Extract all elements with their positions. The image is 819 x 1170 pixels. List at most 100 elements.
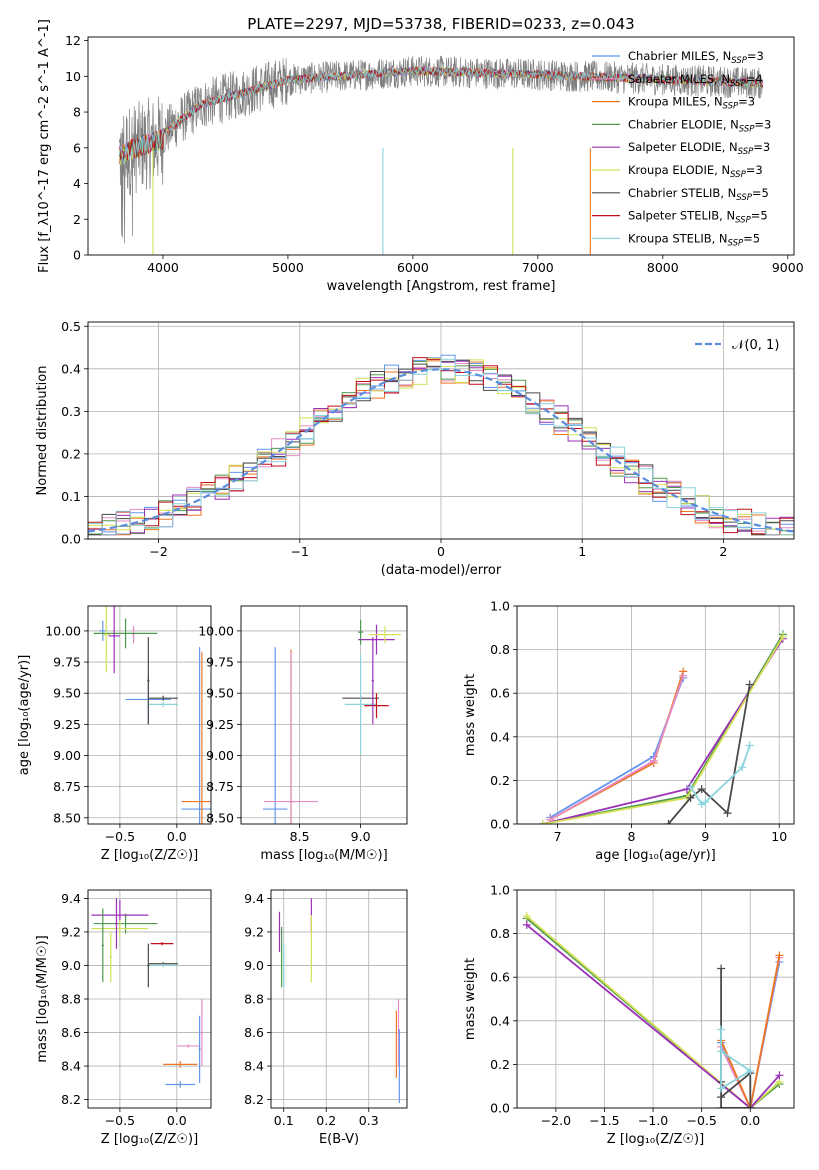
age-vs-z-ytick-label: 10.00 — [45, 623, 81, 638]
legend-label-subscript: SSP — [731, 56, 747, 66]
mass-vs-ebv-ytick-label: 8.6 — [244, 1025, 264, 1040]
legend-label-text: Kroupa STELIB, N — [628, 231, 728, 245]
spectrum-lines — [118, 55, 763, 255]
age-vs-z-ytick-label: 9.75 — [53, 655, 81, 670]
residual-hist-steps — [88, 354, 794, 536]
massweight-vs-z-xtick-label: −1.0 — [638, 1113, 668, 1128]
massweight-vs-z-marker-kroupa_elodie — [522, 912, 531, 921]
residual-hist-ytick-label: 0.3 — [61, 404, 81, 419]
spectrum-title: PLATE=2297, MJD=53738, FIBERID=0233, z=0… — [247, 15, 634, 33]
residual-hist-ytick-label: 0.0 — [61, 532, 81, 547]
mass-vs-ebv-errorbars — [278, 898, 400, 1103]
residual-hist-xtick-label: −2 — [149, 544, 167, 559]
massweight-vs-z-ytick-label: 0.4 — [490, 1013, 510, 1028]
massweight-vs-z-marker-chabrier_stelib — [746, 1104, 755, 1108]
age-vs-z-xlabel: Z [log₁₀(Z/Z☉)] — [101, 848, 198, 863]
age-vs-z-errorbars — [93, 606, 211, 824]
spectrum-ytick-label: 10 — [65, 69, 81, 84]
massweight-vs-age-marker-kroupa_stelib — [686, 782, 695, 791]
legend-label-salpeter_elodie: Salpeter ELODIE, NSSP=3 — [628, 140, 770, 157]
massweight-vs-age-ytick-label: 0.0 — [490, 817, 510, 832]
age-vs-z-xtick-label: −0.5 — [105, 829, 135, 844]
massweight-vs-z-xtick-label: −1.5 — [589, 1113, 619, 1128]
mass-vs-z-xtick-label: 0.0 — [167, 1113, 187, 1128]
mass-vs-z-ylabel: mass [log₁₀(M/M☉)] — [35, 935, 50, 1062]
massweight-vs-age-marker-kroupa_stelib — [738, 763, 747, 772]
massweight-vs-z-series-kroupa_elodie — [526, 915, 781, 1108]
mass-vs-ebv-xtick-label: 0.3 — [359, 1113, 379, 1128]
age-vs-z-ylabel: age [log₁₀(age/yr)] — [17, 655, 32, 776]
age-vs-z-ytick-label: 9.25 — [53, 717, 81, 732]
residual-hist-frame — [87, 321, 795, 540]
mass-vs-z-ytick-label: 9.2 — [61, 924, 81, 939]
spectrum-model-line-salpeter_stelib — [119, 66, 763, 161]
age-vs-mass-ytick-label: 10.00 — [198, 623, 234, 638]
residual-hist-ytick-label: 0.1 — [61, 489, 81, 504]
spectrum-model-line-kroupa_stelib — [118, 66, 763, 165]
hist-step-kroupa_stelib — [88, 358, 794, 536]
spectrum-ylabel: Flux [f_λ10^-17 erg cm^-2 s^-1 A^-1] — [37, 19, 52, 273]
legend-label-count: =3 — [746, 163, 763, 177]
massweight-vs-age-xtick-label: 7 — [554, 829, 562, 844]
legend-label-count: =5 — [751, 209, 768, 223]
mass-vs-z-xtick-label: −0.5 — [105, 1113, 135, 1128]
age-vs-mass-ytick-label: 8.75 — [206, 779, 234, 794]
legend-label-kroupa_stelib: Kroupa STELIB, NSSP=5 — [628, 231, 760, 248]
massweight-vs-z-ytick-label: 0.0 — [490, 1101, 510, 1116]
massweight-vs-z-marker-kroupa_stelib — [717, 1025, 726, 1034]
legend-label-text: Salpeter ELODIE, N — [628, 140, 738, 154]
spectrum-xtick-label: 4000 — [147, 260, 179, 275]
massweight-vs-age-marker-kroupa_elodie — [538, 820, 547, 824]
massweight-vs-z-marker-kroupa_miles — [775, 951, 784, 960]
massweight-vs-age-frame — [516, 605, 795, 825]
age-vs-mass-xlabel: mass [log₁₀(M/M☉)] — [260, 848, 387, 863]
mass-vs-ebv-xtick-label: 0.1 — [274, 1113, 294, 1128]
age-vs-z-ytick-label: 8.75 — [53, 779, 81, 794]
massweight-vs-age-marker-kroupa_elodie — [778, 632, 787, 641]
legend-label-salpeter_miles: Salpeter MILES, NSSP=4 — [628, 72, 763, 89]
legend-label-count: =3 — [754, 117, 771, 131]
normal-curve — [88, 368, 794, 533]
spectrum-frame — [87, 36, 795, 256]
massweight-vs-age-marker-salpeter_miles — [649, 756, 658, 765]
age-vs-mass-errorbars — [262, 619, 401, 824]
spectrum-xtick-label: 9000 — [772, 260, 804, 275]
massweight-vs-age-marker-kroupa_stelib — [701, 798, 710, 807]
legend-label-salpeter_stelib: Salpeter STELIB, NSSP=5 — [628, 209, 768, 226]
age-vs-mass-ytick-label: 9.50 — [206, 686, 234, 701]
massweight-vs-age-marker-chabrier_stelib — [723, 809, 732, 818]
massweight-vs-z-frame — [516, 889, 795, 1109]
massweight-vs-z-ytick-label: 0.2 — [490, 1057, 510, 1072]
legend-label-subscript: SSP — [735, 216, 751, 226]
massweight-vs-z-marker-chabrier_stelib — [717, 964, 726, 973]
mass-vs-ebv-ytick-label: 8.4 — [244, 1059, 264, 1074]
massweight-vs-age-xtick-label: 9 — [701, 829, 709, 844]
massweight-vs-z-series-salpeter_elodie — [526, 924, 781, 1108]
spectrum-xtick-label: 5000 — [272, 260, 304, 275]
residual-hist-xtick-label: −1 — [291, 544, 309, 559]
mass-vs-z-ytick-label: 9.0 — [61, 958, 81, 973]
mass-vs-ebv-ytick-label: 9.0 — [244, 958, 264, 973]
massweight-vs-age-ytick-label: 0.2 — [490, 773, 510, 788]
legend-label-text: Salpeter STELIB, N — [628, 209, 735, 223]
massweight-vs-z-marker-kroupa_stelib — [717, 1047, 726, 1056]
age-vs-mass-ytick-label: 9.25 — [206, 717, 234, 732]
mass-vs-ebv-ytick-label: 9.2 — [244, 924, 264, 939]
massweight-vs-z-xlabel: Z [log₁₀(Z/Z☉)] — [607, 1132, 704, 1147]
mass-vs-ebv-xtick-label: 0.2 — [316, 1113, 336, 1128]
legend-label-kroupa_elodie: Kroupa ELODIE, NSSP=3 — [628, 163, 763, 180]
mass-vs-z-ytick-label: 8.6 — [61, 1025, 81, 1040]
legend-label-text: Chabrier STELIB, N — [628, 186, 736, 200]
massweight-vs-age-marker-chabrier_stelib — [664, 820, 673, 824]
legend-label-count: =4 — [746, 72, 763, 86]
spectrum-axes: 4000 5000 6000 7000 8000 9000 0 2 4 6 8 10 12 wavelen… — [37, 19, 804, 294]
massweight-vs-age-ytick-label: 0.6 — [490, 686, 510, 701]
massweight-vs-age-marker-chabrier_stelib — [697, 785, 706, 794]
massweight-vs-z-lines — [522, 912, 784, 1108]
age-vs-mass-axes: 8.5 9.0 8.50 8.75 9.00 9.25 9.50 9.75 10.00 mass … — [198, 606, 407, 863]
massweight-vs-age-xtick-label: 8 — [628, 829, 636, 844]
residual-hist-ytick-label: 0.4 — [61, 361, 81, 376]
legend-label-text: Chabrier ELODIE, N — [628, 117, 739, 131]
legend-label-subscript: SSP — [736, 193, 752, 203]
